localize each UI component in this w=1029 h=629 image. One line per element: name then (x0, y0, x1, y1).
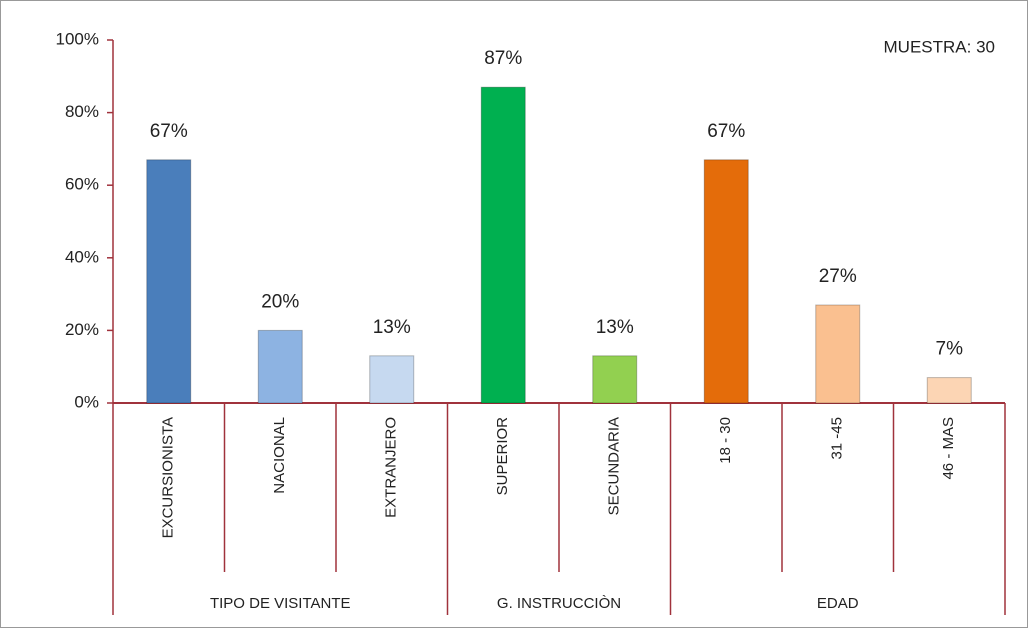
value-label: 67% (150, 121, 188, 142)
x-tick-label: SUPERIOR (494, 417, 511, 496)
value-label: 27% (819, 266, 857, 287)
bar (926, 377, 972, 404)
x-tick-label: 31 -45 (829, 417, 846, 460)
bar (369, 355, 415, 404)
x-tick-label: NACIONAL (271, 417, 288, 494)
bar (815, 304, 861, 404)
annotation: MUESTRA: 30 (884, 37, 995, 56)
x-tick-label: 46 - MAS (940, 417, 957, 480)
value-label: 7% (936, 339, 964, 360)
x-tick-label: SECUNDARIA (606, 417, 623, 515)
x-tick-label: EXTRANJERO (383, 417, 400, 518)
value-label: 20% (261, 291, 299, 312)
y-tick-label: 100% (56, 29, 99, 48)
bar (703, 159, 749, 404)
value-label: 13% (596, 317, 634, 338)
y-tick-label: 0% (74, 392, 99, 411)
bar (480, 86, 526, 404)
bar (146, 159, 192, 404)
value-label: 87% (484, 48, 522, 69)
y-tick-label: 20% (65, 320, 99, 339)
y-tick-label: 80% (65, 102, 99, 121)
group-label: EDAD (817, 595, 859, 612)
x-tick-label: EXCURSIONISTA (160, 417, 177, 538)
y-tick-label: 60% (65, 175, 99, 194)
value-label: 13% (373, 317, 411, 338)
bar (592, 355, 638, 404)
x-tick-label: 18 - 30 (717, 417, 734, 464)
value-label: 67% (707, 121, 745, 142)
y-tick-label: 40% (65, 247, 99, 266)
group-label: TIPO DE VISITANTE (210, 595, 351, 612)
group-label: G. INSTRUCCIÒN (497, 595, 621, 612)
bar (257, 329, 303, 404)
